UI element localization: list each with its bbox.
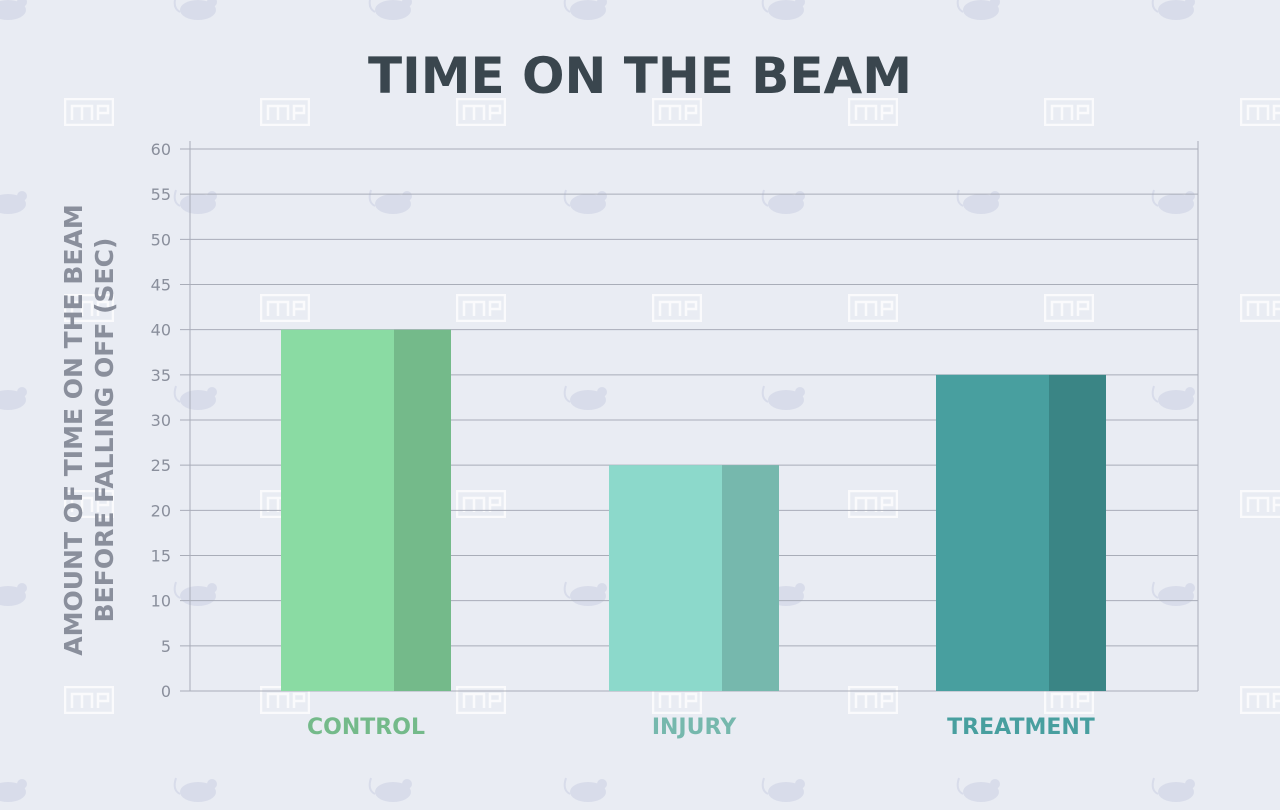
x-tick-label: TREATMENT (947, 715, 1095, 740)
y-tick-label: 5 (161, 637, 171, 656)
y-tick-label: 25 (151, 456, 171, 475)
chart-title: TIME ON THE BEAM (368, 47, 912, 105)
x-tick-label: CONTROL (307, 715, 425, 740)
y-axis-ticks: 0 5 10 15 20 25 30 35 40 45 50 55 60 (151, 140, 171, 701)
bars (281, 329, 1106, 691)
bar-front (281, 329, 394, 691)
y-axis-label-line-2: BEFORE FALLING OFF (SEC) (90, 238, 119, 623)
x-axis-labels: CONTROL INJURY TREATMENT (307, 715, 1095, 740)
bar-injury (609, 465, 779, 691)
bar-side (394, 329, 451, 691)
y-tick-label: 60 (151, 140, 171, 159)
y-tick-label: 20 (151, 501, 171, 520)
bar-control (281, 329, 451, 691)
bar-treatment (936, 374, 1106, 691)
bar-side (1049, 374, 1106, 691)
y-tick-label: 40 (151, 321, 171, 340)
y-tick-label: 30 (151, 411, 171, 430)
y-tick-label: 45 (151, 276, 171, 295)
bar-front (609, 465, 722, 691)
y-tick-label: 55 (151, 185, 171, 204)
bar-side (722, 465, 779, 691)
bar-front (936, 374, 1049, 691)
y-tick-label: 50 (151, 230, 171, 249)
y-tick-label: 35 (151, 366, 171, 385)
y-axis-label-line-1: AMOUNT OF TIME ON THE BEAM (59, 204, 88, 656)
x-tick-label: INJURY (652, 715, 737, 740)
y-tick-label: 0 (161, 682, 171, 701)
y-tick-label: 10 (151, 592, 171, 611)
y-tick-label: 15 (151, 547, 171, 566)
